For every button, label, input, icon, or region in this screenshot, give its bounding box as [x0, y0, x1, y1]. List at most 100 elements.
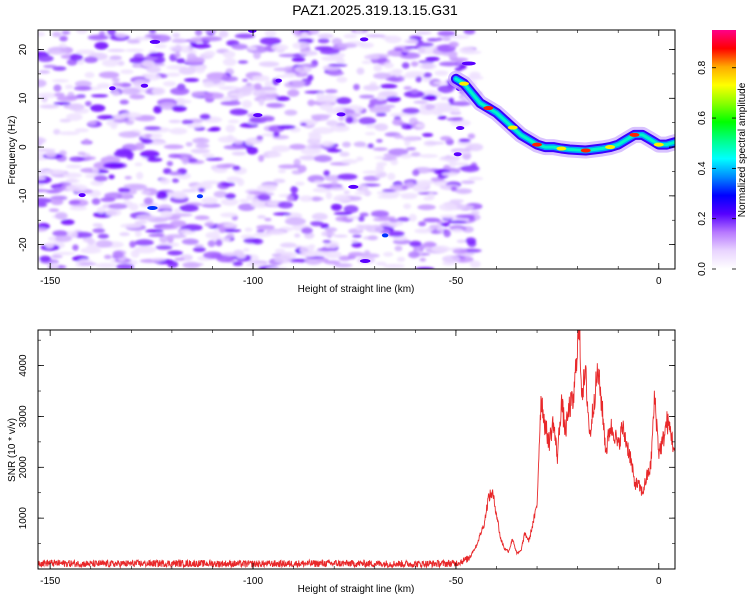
noise-blob: [231, 43, 248, 50]
noise-blob: [221, 86, 233, 90]
noise-blob: [358, 117, 377, 125]
noise-blob: [134, 229, 142, 238]
noise-blob: [151, 63, 166, 67]
noise-blob: [431, 245, 451, 253]
noise-blob: [54, 92, 65, 97]
noise-blob: [39, 255, 52, 262]
noise-blob: [362, 170, 382, 174]
noise-blob: [165, 234, 187, 239]
noise-blob: [146, 66, 161, 73]
noise-blob: [250, 200, 271, 209]
noise-blob: [174, 257, 185, 261]
noise-blob: [327, 70, 344, 76]
noise-blob: [284, 109, 298, 116]
noise-blob: [325, 250, 342, 259]
noise-blob: [69, 53, 83, 61]
noise-blob: [353, 141, 367, 148]
noise-blob: [447, 220, 468, 224]
noise-blob: [65, 184, 88, 192]
noise-blob: [246, 193, 255, 201]
noise-blob: [225, 193, 236, 200]
noise-blob: [148, 233, 165, 237]
noise-blob: [278, 168, 287, 174]
noise-blob: [92, 223, 103, 227]
noise-blob: [410, 88, 419, 94]
noise-blob: [413, 100, 428, 104]
colorbar-tick-label: 0.4: [697, 161, 708, 175]
noise-blob: [290, 186, 299, 194]
noise-blob: [109, 55, 122, 61]
noise-blob: [92, 228, 106, 234]
noise-blob: [376, 138, 383, 143]
noise-blob: [149, 30, 157, 34]
noise-blob: [103, 162, 125, 169]
noise-blob: [257, 215, 266, 219]
noise-blob: [45, 150, 57, 158]
noise-blob: [440, 96, 449, 100]
noise-blob: [234, 33, 255, 39]
noise-blob: [326, 149, 343, 153]
noise-blob: [370, 210, 389, 218]
noise-blob: [392, 118, 404, 126]
noise-blob: [205, 157, 224, 161]
noise-blob: [126, 39, 140, 44]
noise-blob: [56, 95, 78, 102]
noise-blob: [162, 81, 177, 87]
noise-blob: [291, 213, 302, 218]
noise-blob: [307, 99, 316, 107]
noise-blob: [404, 46, 422, 50]
noise-blob: [111, 77, 120, 83]
noise-blob: [330, 124, 350, 132]
noise-blob: [324, 227, 338, 233]
noise-blob: [153, 105, 163, 114]
noise-blob: [299, 50, 318, 56]
noise-blob: [156, 191, 168, 200]
noise-blob: [258, 61, 280, 67]
noise-blob: [231, 151, 247, 156]
noise-blob: [218, 225, 226, 234]
noise-blob: [418, 154, 439, 158]
noise-blob: [322, 239, 332, 244]
y-tick-label: 20: [18, 44, 29, 56]
noise-blob: [321, 140, 335, 147]
snr-line: [38, 330, 675, 569]
noise-blob: [361, 60, 372, 64]
noise-blob: [134, 142, 145, 151]
noise-blob: [257, 194, 271, 201]
noise-spot: [109, 86, 116, 91]
spectrogram-y-label: Frequency (Hz): [7, 116, 18, 185]
noise-blob: [430, 230, 442, 234]
noise-blob: [448, 41, 459, 48]
noise-blob: [113, 150, 134, 158]
noise-blob: [373, 64, 383, 72]
noise-blob: [264, 30, 277, 37]
noise-blob: [425, 56, 440, 62]
noise-blob: [202, 92, 225, 99]
noise-blob: [171, 105, 187, 112]
noise-blob: [399, 192, 419, 198]
noise-spot: [78, 193, 86, 198]
trace-hotspot: [507, 125, 518, 130]
noise-blob: [460, 180, 475, 185]
noise-blob: [401, 136, 419, 142]
noise-blob: [329, 186, 346, 191]
noise-spot: [253, 113, 263, 118]
noise-blob: [123, 183, 146, 189]
noise-blob: [294, 233, 301, 238]
noise-blob: [213, 190, 228, 198]
noise-blob: [331, 37, 343, 45]
noise-blob: [341, 159, 358, 164]
noise-blob: [385, 77, 402, 82]
noise-blob: [267, 152, 282, 158]
noise-blob: [120, 112, 142, 119]
noise-blob: [38, 202, 48, 208]
spectrogram-x-label: Height of straight line (km): [298, 284, 415, 295]
noise-blob: [182, 262, 204, 267]
noise-blob: [124, 176, 132, 180]
noise-blob: [442, 255, 461, 263]
trace-hotspot: [556, 146, 567, 151]
noise-blob: [379, 216, 396, 220]
noise-blob: [435, 92, 442, 98]
noise-blob: [403, 86, 412, 91]
noise-blob: [434, 70, 449, 76]
